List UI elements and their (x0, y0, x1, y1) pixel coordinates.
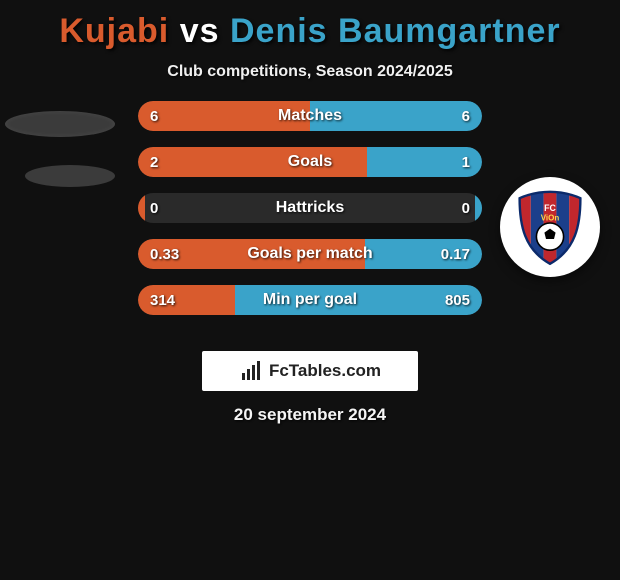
chart-area: FC ViOn 66Matches 21Goals 0 0Hattricks 0.330… (0, 101, 620, 341)
comparison-card: Kujabi vs Denis Baumgartner Club competi… (0, 0, 620, 445)
bar-left (138, 193, 145, 223)
stat-row: 66Matches (138, 101, 482, 131)
stat-row: 0 0Hattricks (138, 193, 482, 223)
footer-date: 20 september 2024 (0, 405, 620, 445)
bar-left (138, 147, 367, 177)
title-vs: vs (180, 12, 220, 50)
bar-right (475, 193, 482, 223)
title-player1: Kujabi (59, 12, 169, 50)
shield-icon: FC ViOn (510, 187, 590, 267)
subtitle: Club competitions, Season 2024/2025 (0, 55, 620, 101)
left-team-placeholder-icon (5, 111, 115, 137)
bars-icon (239, 359, 263, 383)
page-title: Kujabi vs Denis Baumgartner (0, 0, 620, 55)
stat-row: 0.330.17Goals per match (138, 239, 482, 269)
badge-text: ViOn (541, 214, 560, 223)
bar-left (138, 101, 310, 131)
bar-right (310, 101, 482, 131)
bar-right (367, 147, 482, 177)
stat-value-left: 0 (150, 193, 158, 223)
brand-text: FcTables.com (269, 361, 381, 381)
stat-rows: 66Matches 21Goals 0 0Hattricks 0.330.17Goals… (138, 101, 482, 315)
brand-badge: FcTables.com (202, 351, 418, 391)
left-team-placeholder-icon (25, 165, 115, 187)
stat-label: Hattricks (138, 193, 482, 223)
right-team-badge-icon: FC ViOn (500, 177, 600, 277)
bar-left (138, 285, 235, 315)
bar-left (138, 239, 365, 269)
bar-right (365, 239, 482, 269)
stat-row: 314805Min per goal (138, 285, 482, 315)
title-player2: Denis Baumgartner (230, 12, 561, 50)
stat-value-right: 0 (462, 193, 470, 223)
badge-text: FC (544, 203, 556, 213)
stat-row: 21Goals (138, 147, 482, 177)
bar-right (235, 285, 482, 315)
